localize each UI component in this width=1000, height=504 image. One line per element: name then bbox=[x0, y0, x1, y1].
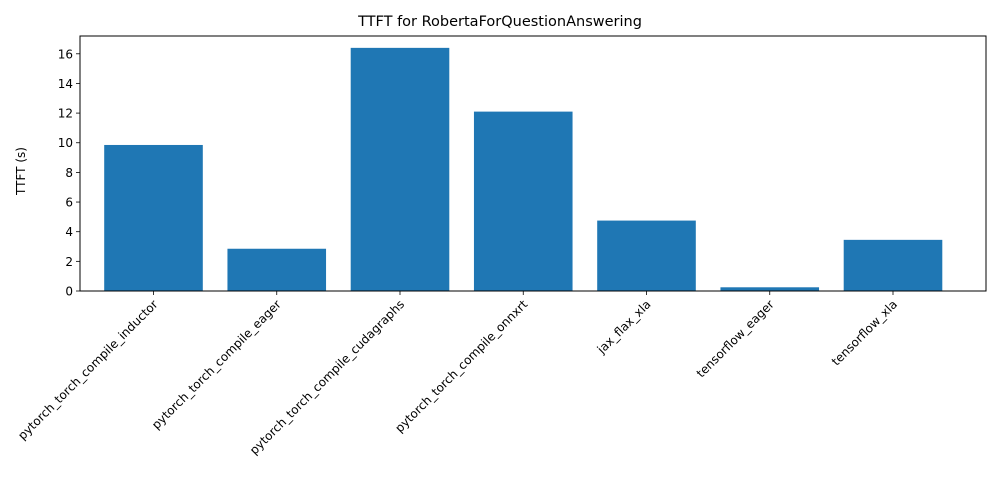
x-tick-label: jax_flax_xla bbox=[594, 297, 654, 357]
plot-frame bbox=[79, 35, 987, 292]
chart-title: TTFT for RobertaForQuestionAnswering bbox=[357, 14, 642, 30]
x-tick-label: pytorch_torch_compile_onnxrt bbox=[392, 297, 530, 435]
y-tick-label: 0 bbox=[65, 285, 73, 299]
bar bbox=[473, 111, 573, 291]
bar bbox=[350, 47, 450, 291]
x-tick-label: tensorflow_xla bbox=[829, 297, 900, 368]
y-tick-label: 10 bbox=[58, 136, 73, 150]
y-axis-ticks: 0 2 4 6 8 10 12 14 16 bbox=[58, 47, 80, 299]
bar bbox=[597, 220, 696, 291]
bar bbox=[843, 239, 943, 291]
bar bbox=[720, 287, 820, 291]
x-tick-label: tensorflow_eager bbox=[694, 297, 777, 380]
bar bbox=[104, 144, 203, 291]
y-tick-label: 4 bbox=[65, 225, 73, 239]
y-tick-label: 16 bbox=[58, 47, 73, 61]
y-tick-label: 8 bbox=[65, 166, 73, 180]
x-tick-label: pytorch_torch_compile_cudagraphs bbox=[247, 297, 407, 457]
x-tick-label: pytorch_torch_compile_inductor bbox=[15, 297, 160, 442]
y-tick-label: 12 bbox=[58, 107, 73, 121]
bar bbox=[227, 248, 327, 291]
y-tick-label: 2 bbox=[65, 255, 73, 269]
x-tick-label: pytorch_torch_compile_eager bbox=[149, 297, 284, 432]
y-tick-label: 6 bbox=[65, 196, 73, 210]
bars-group bbox=[104, 47, 943, 291]
y-axis-label: TTFT (s) bbox=[14, 147, 28, 196]
x-axis-ticks: pytorch_torch_compile_inductorpytorch_to… bbox=[15, 291, 900, 457]
y-tick-label: 14 bbox=[58, 77, 73, 91]
